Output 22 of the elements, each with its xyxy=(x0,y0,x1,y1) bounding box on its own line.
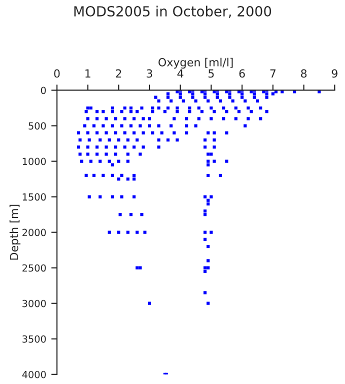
y-tick-label: 4000 xyxy=(22,370,46,378)
x-tick-label: 6 xyxy=(239,69,245,78)
y-tick-label: 2500 xyxy=(22,264,46,272)
y-tick-label: 3500 xyxy=(22,335,46,343)
x-tick-label: 1 xyxy=(85,69,90,78)
y-axis-title: Depth [m] xyxy=(10,204,20,260)
y-tick-label: 3000 xyxy=(22,300,46,308)
y-tick-label: 0 xyxy=(40,86,46,94)
y-tick-label: 1000 xyxy=(22,158,46,166)
y-tick-label: 500 xyxy=(28,122,46,130)
x-tick-label: 8 xyxy=(301,69,307,78)
x-tick-label: 4 xyxy=(177,69,184,78)
x-tick-label: 2 xyxy=(116,69,122,78)
x-tick-label: 7 xyxy=(270,69,276,78)
x-tick-label: 3 xyxy=(146,69,152,78)
chart-title: MODS2005 in October, 2000 xyxy=(74,6,272,18)
x-tick-label: 5 xyxy=(208,69,214,78)
x-axis-title: Oxygen [ml/l] xyxy=(158,58,233,69)
x-tick-label: 0 xyxy=(54,69,60,78)
x-tick-label: 9 xyxy=(332,69,338,78)
y-tick-label: 2000 xyxy=(22,228,46,236)
y-tick-label: 1500 xyxy=(22,193,46,201)
